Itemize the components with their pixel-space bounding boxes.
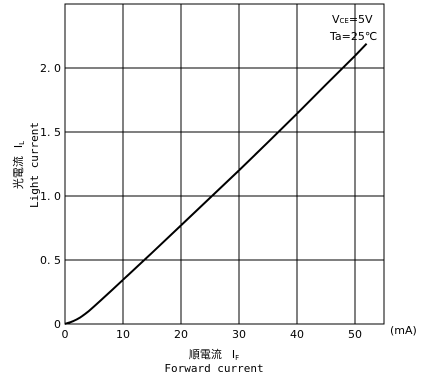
y-tick-label: 2. 0: [40, 62, 61, 75]
condition-vce: VCE=5V: [332, 13, 373, 26]
series-line: [64, 43, 368, 325]
y-axis-label-symbol-sub: L: [18, 141, 26, 145]
condition-vce-value: =5V: [349, 13, 373, 26]
tick-labels: 0 10 20 30 40 50 0 0. 5 1. 0 1. 5 2. 0: [40, 62, 362, 341]
x-tick-label: 40: [290, 328, 304, 341]
y-tick-label: 0. 5: [40, 254, 61, 267]
y-axis-label-jp: 光電流 IL: [11, 141, 26, 189]
x-axis-label-jp: 順電流 IF: [189, 347, 239, 362]
x-tick-label: 20: [174, 328, 188, 341]
y-tick-label: 1. 5: [40, 126, 61, 139]
x-tick-label: 30: [232, 328, 246, 341]
series-layer: [64, 43, 368, 325]
y-tick-label: 0: [54, 318, 61, 331]
condition-vce-prefix: V: [332, 13, 340, 26]
x-axis-label-en: Forward current: [164, 362, 263, 375]
y-axis-label-jp-text: 光電流: [11, 156, 25, 189]
condition-ta: Ta=25℃: [329, 30, 377, 43]
plot-frame: [64, 3, 385, 325]
x-axis-label-symbol-sub: F: [235, 354, 239, 362]
x-tick-label: 50: [348, 328, 362, 341]
x-axis-unit: (mA): [390, 324, 417, 337]
y-tick-label: 1. 0: [40, 190, 61, 203]
y-axis-label-symbol: I: [12, 145, 25, 148]
grid-lines: [65, 4, 384, 324]
x-axis-label-jp-text: 順電流: [189, 347, 222, 361]
condition-vce-sub: CE: [340, 17, 349, 25]
y-axis-label-en: Light current: [28, 122, 41, 208]
x-tick-label: 0: [62, 328, 69, 341]
x-axis-label-symbol: I: [232, 348, 235, 361]
x-tick-label: 10: [116, 328, 130, 341]
